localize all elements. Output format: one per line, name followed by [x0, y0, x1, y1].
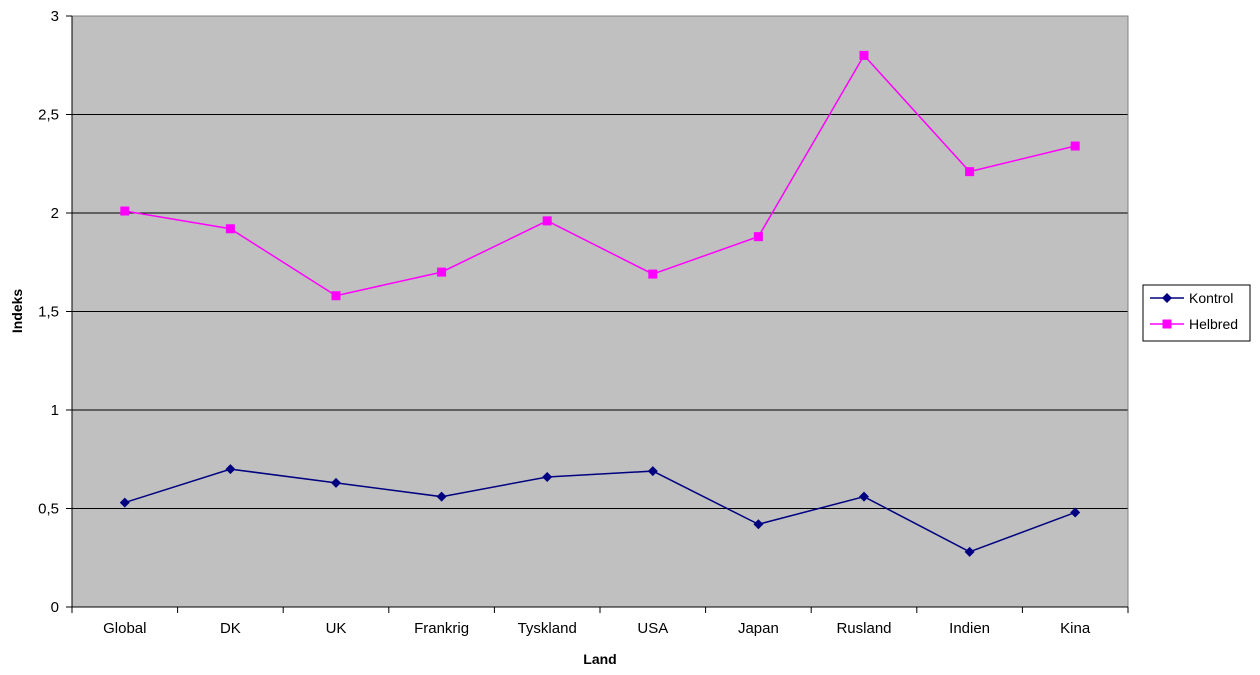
legend-label: Helbred: [1189, 316, 1238, 332]
x-tick-label: Japan: [738, 620, 779, 637]
y-tick-label: 1: [51, 402, 59, 419]
x-tick-label: Indien: [949, 620, 990, 637]
x-tick-label: Kina: [1060, 620, 1091, 637]
point-marker: [753, 232, 763, 242]
series-line: [124, 54, 1076, 297]
y-tick-label: 2: [51, 205, 59, 222]
x-tick-label: Global: [103, 620, 146, 637]
point-marker: [1070, 507, 1081, 518]
x-tick-label: Rusland: [836, 620, 891, 637]
point-marker: [436, 491, 447, 502]
y-tick-label: 3: [51, 8, 59, 25]
y-axis: 0 0,5 1 1,5 2 2,5 3: [38, 8, 73, 616]
y-tick-label: 0,5: [38, 501, 59, 518]
point-marker: [119, 497, 130, 508]
x-axis: Global DK UK Frankrig Tyskland USA Japan Ruslan…: [71, 606, 1129, 637]
legend-item-kontrol: Kontrol: [1150, 290, 1233, 306]
point-marker: [331, 477, 341, 488]
point-marker: [120, 206, 130, 216]
point-marker: [1070, 141, 1080, 151]
x-tick-label: Frankrig: [414, 620, 469, 637]
legend-label: Kontrol: [1189, 290, 1233, 306]
x-tick-label: UK: [326, 620, 347, 637]
x-tick-label: DK: [220, 620, 241, 637]
x-tick-label: USA: [637, 620, 668, 637]
gridlines: [72, 114, 1128, 509]
point-marker: [225, 464, 236, 475]
y-tick-label: 2,5: [38, 107, 59, 124]
y-tick-label: 0: [51, 599, 59, 616]
series-line: [124, 468, 1076, 553]
x-axis-title: Land: [583, 651, 616, 667]
legend-box: [1142, 284, 1251, 342]
legend: Kontrol Helbred: [1142, 284, 1251, 342]
point-marker: [647, 466, 658, 477]
x-tick-label: Tyskland: [518, 620, 577, 637]
y-axis-title: Indeks: [9, 289, 25, 334]
point-marker: [964, 546, 975, 557]
point-marker: [753, 519, 764, 530]
series-helbred: [120, 50, 1080, 301]
point-marker: [225, 224, 235, 234]
series-kontrol: [119, 464, 1081, 557]
point-marker: [1162, 293, 1172, 303]
y-tick-label: 1,5: [38, 304, 59, 321]
point-marker: [859, 50, 869, 60]
point-marker: [542, 471, 553, 482]
point-marker: [859, 491, 869, 502]
point-marker: [542, 216, 552, 226]
series-layer: [119, 50, 1081, 557]
point-marker: [331, 291, 341, 301]
point-marker: [965, 167, 975, 177]
legend-item-helbred: Helbred: [1150, 316, 1238, 332]
point-marker: [1162, 319, 1172, 329]
point-marker: [437, 267, 447, 277]
point-marker: [648, 269, 658, 279]
